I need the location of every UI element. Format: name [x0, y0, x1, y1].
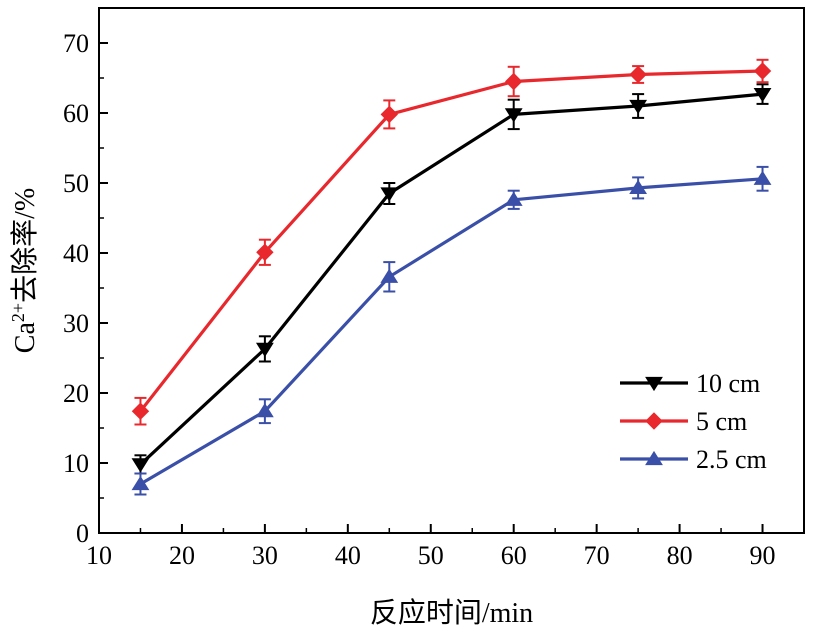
- series-2: [131, 165, 772, 496]
- y-tick-label: 20: [63, 379, 89, 408]
- data-point: [255, 403, 274, 418]
- legend-label: 2.5 cm: [696, 445, 767, 474]
- legend: 10 cm 5 cm 2.5 cm: [620, 369, 767, 474]
- x-tick-label: 10: [86, 541, 112, 570]
- data-point: [380, 268, 399, 283]
- legend-marker: [645, 376, 663, 392]
- legend-marker: [645, 450, 663, 466]
- legend-label: 5 cm: [696, 407, 747, 436]
- data-point: [380, 105, 399, 124]
- y-tick-label: 10: [63, 449, 89, 478]
- data-point: [753, 170, 772, 185]
- data-point: [256, 243, 274, 262]
- data-point: [504, 108, 523, 123]
- y-tick-label: 30: [63, 309, 89, 338]
- data-point: [131, 475, 150, 491]
- data-point: [131, 458, 150, 473]
- x-tick-label: 50: [418, 541, 444, 570]
- series-layer: [131, 58, 772, 496]
- y-tick-label: 50: [63, 169, 89, 198]
- y-axis-title-superscript: 2+: [8, 303, 28, 322]
- series-0: [131, 83, 772, 475]
- y-axis-title-prefix: Ca: [10, 322, 41, 354]
- x-tick-label: 60: [501, 541, 527, 570]
- y-axis-title-suffix: 去除率/%: [9, 188, 41, 303]
- y-tick-label: 0: [76, 519, 89, 548]
- series-1: [131, 58, 772, 426]
- x-tick-label: 40: [335, 541, 361, 570]
- data-point: [629, 179, 648, 194]
- y-axis-title: Ca2+去除率/%: [8, 188, 41, 353]
- x-tick-label: 90: [750, 541, 776, 570]
- data-point: [629, 99, 648, 115]
- x-tick-label: 70: [584, 541, 610, 570]
- data-point: [629, 65, 647, 84]
- legend-label: 10 cm: [696, 369, 760, 398]
- series-line: [139, 92, 763, 466]
- data-point: [255, 342, 274, 358]
- x-tick-label: 30: [252, 541, 278, 570]
- x-tick-label: 20: [169, 541, 195, 570]
- x-tick-label: 80: [667, 541, 693, 570]
- x-axis-title: 反应时间/min: [370, 597, 533, 629]
- y-tick-label: 70: [63, 29, 89, 58]
- data-point: [380, 187, 399, 202]
- data-point: [753, 62, 772, 80]
- y-tick-label: 40: [63, 239, 89, 268]
- data-point: [131, 402, 150, 420]
- data-point: [504, 191, 523, 206]
- series-line: [139, 177, 763, 486]
- legend-marker: [645, 412, 663, 430]
- plot-frame: [98, 7, 805, 534]
- data-point: [753, 88, 772, 103]
- data-point: [504, 72, 523, 91]
- y-tick-label: 60: [63, 99, 89, 128]
- series-line: [139, 69, 763, 413]
